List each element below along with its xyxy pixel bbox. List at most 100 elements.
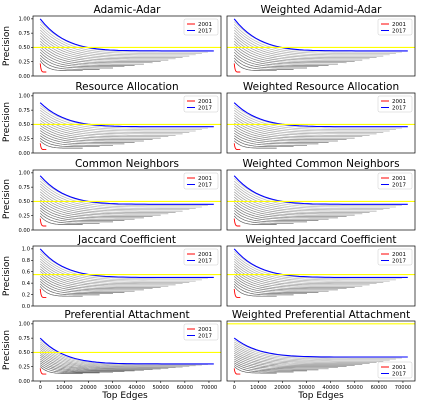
curves [227,175,415,227]
series-2001 [39,218,47,227]
axes-frame [32,320,222,382]
legend-label: 2017 [198,29,212,35]
curve-intermediate [233,52,319,68]
curve-intermediate [39,207,125,221]
chart-title: Weighted Preferential Attachment [232,309,410,321]
chart-panel-9: Weighted Preferential Attachment 0 10000 20… [226,309,416,391]
curve-intermediate [234,352,355,366]
legend-label: 2017 [392,106,406,112]
y-tick-label: 1.00 [18,94,30,100]
legend-label: 2017 [198,334,212,340]
curves [227,102,415,151]
curve-intermediate [233,366,277,374]
curve-intermediate [233,43,347,64]
y-tick-label: 1.00 [18,322,30,328]
curve-intermediate [233,364,294,373]
legend-label: 2017 [392,183,406,189]
legend-label: 2001 [198,176,212,182]
curve-intermediate [39,281,113,295]
curve-intermediate [39,204,135,220]
y-tick-label: 0.6 [22,270,30,276]
curve-intermediate [39,52,125,68]
y-tick-label: 0.75 [18,185,30,191]
curve-intermediate [234,127,338,142]
series-2017 [233,18,408,52]
chart-panel-4: Common Neighbors 0.00 0.25 0.50 0.75 1.00 2001… [18,158,222,234]
curve-intermediate [233,281,307,295]
curve-intermediate [39,210,113,223]
y-tick-label: 0.50 [18,45,30,51]
axes-frame [32,92,222,154]
curve-intermediate [233,212,294,224]
chart-panel-8: Preferential Attachment 0.00 0.25 0.50 0.75 1… [18,309,222,391]
x-tick-label: 10000 [56,385,73,391]
curve-intermediate [233,253,396,281]
curve-intermediate [39,35,176,60]
y-tick-label: 0.50 [18,199,30,205]
x-tick-label: 60000 [177,385,194,391]
series-2001 [39,143,47,151]
curve-intermediate [39,283,100,296]
chart-title: Preferential Attachment [64,309,189,321]
curve-intermediate [40,127,144,142]
series-2017 [233,248,408,278]
legend-label: 2001 [392,22,406,28]
curves [33,102,221,151]
axes-frame [32,245,222,307]
x-axis-label-right: Top Edges [297,391,344,401]
curve-intermediate [233,46,338,65]
curve-intermediate [39,215,83,225]
curve-intermediate [233,273,338,291]
curve-intermediate [39,24,202,54]
legend-label: 2017 [392,372,406,378]
curve-intermediate [39,263,176,286]
curve-intermediate [233,57,294,70]
x-tick-label: 40000 [322,385,339,391]
curve-intermediate [234,354,347,367]
curve-intermediate [39,191,176,213]
curve-intermediate [233,261,377,285]
curve-intermediate [234,341,396,360]
x-tick-label: 10000 [250,385,267,391]
curve-intermediate [39,276,135,292]
curve-intermediate [39,253,202,281]
curve-intermediate [233,188,377,212]
curve-intermediate [40,362,113,373]
x-tick-label: 0 [39,385,42,391]
curve-intermediate [39,278,125,293]
curve-intermediate [234,339,402,359]
y-tick-label: 0.25 [18,60,30,66]
curve-intermediate [233,112,384,133]
curve-intermediate [39,46,144,65]
curve-intermediate [39,194,169,215]
chart-title: Resource Allocation [75,81,178,93]
curve-intermediate [40,356,144,371]
x-tick-label: 70000 [201,385,218,391]
curve-intermediate [233,180,396,208]
axes-frame [226,15,416,77]
curve-intermediate [39,178,208,206]
curve-intermediate [39,261,183,285]
curve-intermediate [233,38,363,61]
legend-label: 2017 [198,259,212,265]
y-axis-label-row-1: Precision [2,102,12,142]
curve-intermediate [233,207,319,221]
curve-intermediate [233,286,277,297]
curve-intermediate [233,183,390,209]
y-tick-label: 0.4 [22,281,31,287]
curve-intermediate [233,40,355,62]
y-tick-label: 0.00 [18,228,30,234]
y-tick-label: 0.25 [18,365,30,371]
curve-intermediate [39,188,183,212]
series-2017 [233,337,408,358]
curve-intermediate [39,202,144,219]
curve-intermediate [233,263,370,286]
curve-intermediate [233,210,307,223]
curve-intermediate [39,105,208,129]
series-2001 [39,63,47,73]
legend-label: 2001 [198,99,212,105]
curve-intermediate [39,341,202,366]
curve-intermediate [233,49,329,66]
